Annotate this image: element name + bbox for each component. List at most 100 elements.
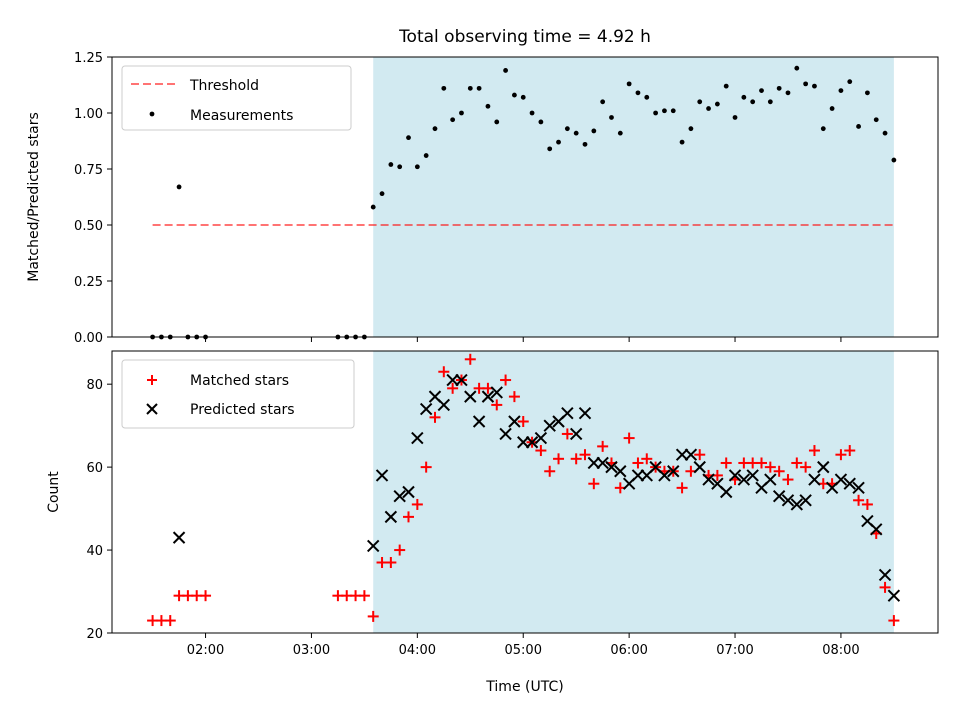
measurement-point [838, 88, 844, 93]
measurement-point [679, 139, 685, 145]
measurement-point [723, 83, 729, 89]
measurement-point [379, 191, 385, 197]
top-axes-frame [111, 56, 939, 338]
legend-predicted-swatch [146, 403, 158, 415]
matched-star-point [588, 478, 600, 490]
matched-star-point [888, 615, 900, 627]
predicted-star-point [878, 568, 892, 582]
matched-star-point [358, 590, 370, 602]
predicted-star-point [834, 473, 848, 486]
measurement-point [512, 92, 517, 98]
predicted-star-point [658, 469, 671, 482]
matched-star-point [394, 544, 406, 556]
measurement-point [459, 110, 464, 116]
measurement-point [847, 79, 853, 85]
predicted-star-point [737, 473, 751, 486]
top-y-ticks: 0.00 0.25 0.50 0.75 1.00 1.25 [74, 51, 112, 346]
measurement-point [414, 164, 420, 170]
matched-star-point [367, 610, 379, 622]
matched-star-point [500, 374, 512, 386]
matched-star-point [438, 366, 450, 378]
predicted-star-point [499, 427, 512, 441]
predicted-star-point [772, 489, 786, 503]
predicted-star-point [446, 373, 459, 387]
top-y-tick-label: 1.25 [74, 51, 103, 66]
top-y-tick-label: 1.00 [74, 107, 103, 122]
predicted-star-points [172, 373, 901, 602]
predicted-star-point [569, 427, 583, 441]
predicted-star-point [587, 456, 601, 470]
measurement-point [176, 184, 182, 190]
matched-star-point [597, 440, 609, 452]
top-x-ticks [205, 337, 842, 342]
matched-star-point [508, 391, 520, 403]
measurement-point [467, 85, 473, 91]
predicted-star-point [393, 489, 406, 503]
bottom-legend: Matched stars Predicted stars [121, 359, 355, 429]
measurement-point [582, 141, 588, 147]
chart-title: Total observing time = 4.92 h [398, 27, 651, 47]
predicted-star-point [870, 523, 883, 536]
measurement-point [697, 99, 703, 105]
bottom-observing-window-shade [373, 351, 894, 633]
matched-star-point [641, 453, 653, 465]
measurement-point [520, 94, 526, 100]
predicted-star-point [817, 460, 830, 474]
predicted-star-point [472, 415, 486, 428]
matched-star-point [164, 615, 176, 627]
matched-star-point [517, 416, 529, 427]
measurement-point [503, 68, 508, 73]
x-tick-label: 08:00 [822, 643, 859, 658]
measurement-point [741, 94, 747, 100]
measurement-point [538, 119, 544, 125]
measurement-point [494, 119, 500, 125]
measurement-point [547, 146, 553, 152]
matched-star-point [385, 557, 397, 568]
measurement-point [812, 83, 817, 89]
matched-star-point [808, 445, 820, 457]
predicted-star-point [543, 419, 556, 432]
predicted-star-point [605, 460, 618, 474]
bottom-axes-frame [111, 350, 939, 634]
matched-star-point [791, 457, 803, 469]
predicted-star-point [746, 469, 759, 482]
predicted-star-point [614, 465, 627, 478]
matched-star-point [464, 353, 476, 365]
measurement-point [688, 126, 694, 132]
predicted-star-point [887, 589, 901, 602]
measurement-point [556, 139, 561, 145]
matched-star-point [623, 432, 635, 444]
measurement-point [591, 128, 597, 134]
matched-star-point [773, 465, 785, 477]
matched-star-point [800, 461, 812, 473]
measurement-point [635, 90, 641, 96]
measurement-point [476, 85, 482, 91]
matched-star-point [429, 411, 441, 423]
measurement-point [829, 106, 835, 111]
legend-measurements-swatch [149, 111, 155, 117]
predicted-star-point [667, 465, 680, 478]
x-tick-label: 07:00 [716, 643, 753, 658]
matched-star-point [579, 449, 591, 461]
predicted-star-point [843, 477, 856, 490]
predicted-star-point [481, 390, 495, 403]
bottom-legend-box [121, 359, 355, 429]
bottom-y-tick-label: 20 [86, 627, 103, 642]
measurement-point [626, 81, 632, 87]
top-y-tick-label: 0.25 [74, 275, 103, 290]
measurement-point [714, 101, 720, 107]
measurement-point [785, 90, 791, 96]
measurement-point [662, 108, 667, 114]
matched-star-point [544, 465, 556, 477]
measurement-point [750, 99, 756, 105]
measurement-point [370, 204, 376, 210]
measurement-point [388, 162, 394, 167]
legend-predicted-label: Predicted stars [190, 402, 295, 418]
bottom-y-tick-label: 80 [86, 378, 103, 393]
bottom-x-ticks: 02:00 03:00 04:00 05:00 06:00 07:00 08:00 [187, 633, 860, 658]
measurement-point [706, 106, 711, 111]
predicted-star-point [525, 436, 539, 449]
predicted-star-point [684, 448, 698, 461]
